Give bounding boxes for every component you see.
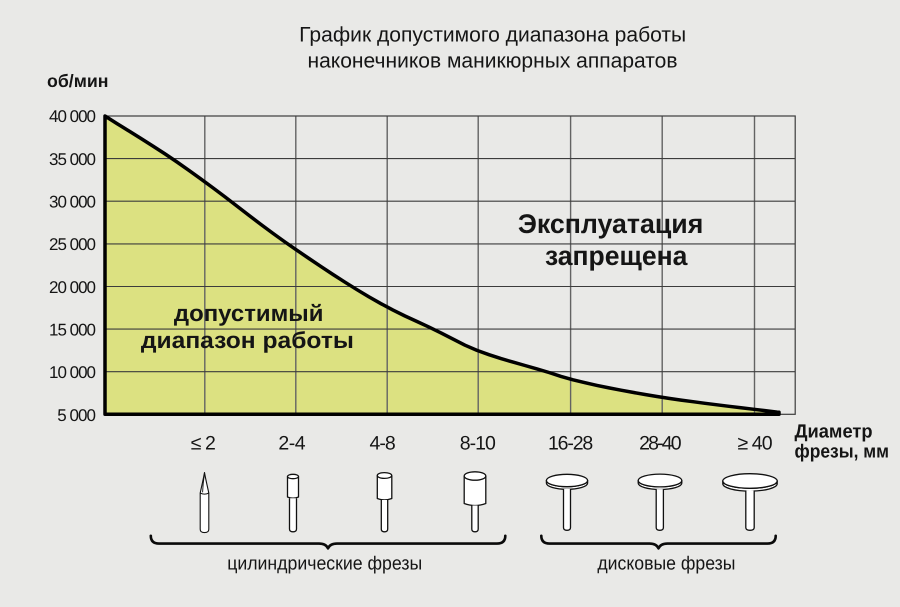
- svg-text:28-40: 28-40: [639, 432, 682, 454]
- svg-text:наконечников маникюрных аппара: наконечников маникюрных аппаратов: [308, 50, 678, 73]
- svg-text:8-10: 8-10: [460, 432, 496, 454]
- svg-text:запрещена: запрещена: [545, 241, 688, 271]
- svg-text:35 000: 35 000: [49, 150, 96, 169]
- svg-text:40 000: 40 000: [49, 107, 96, 126]
- svg-text:диапазон работы: диапазон работы: [141, 327, 354, 353]
- svg-text:15 000: 15 000: [49, 321, 96, 340]
- svg-text:цилиндрические фрезы: цилиндрические фрезы: [227, 554, 422, 575]
- svg-text:фрезы, мм: фрезы, мм: [795, 442, 890, 463]
- svg-text:Эксплуатация: Эксплуатация: [518, 209, 704, 239]
- svg-text:Диаметр: Диаметр: [795, 421, 873, 442]
- svg-text:≤ 2: ≤ 2: [191, 432, 216, 454]
- svg-text:5 000: 5 000: [57, 406, 96, 425]
- svg-text:10 000: 10 000: [49, 363, 96, 382]
- svg-text:30 000: 30 000: [49, 193, 96, 212]
- svg-text:16-28: 16-28: [548, 432, 593, 454]
- svg-text:2-4: 2-4: [278, 432, 305, 454]
- svg-text:4-8: 4-8: [370, 432, 396, 454]
- svg-text:≥ 40: ≥ 40: [737, 432, 772, 454]
- svg-text:25 000: 25 000: [49, 235, 96, 254]
- svg-text:допустимый: допустимый: [174, 300, 324, 326]
- svg-text:График допустимого диапазона р: График допустимого диапазона работы: [299, 24, 686, 47]
- svg-text:об/мин: об/мин: [47, 71, 109, 91]
- svg-text:20 000: 20 000: [49, 278, 96, 297]
- svg-text:дисковые фрезы: дисковые фрезы: [597, 554, 735, 575]
